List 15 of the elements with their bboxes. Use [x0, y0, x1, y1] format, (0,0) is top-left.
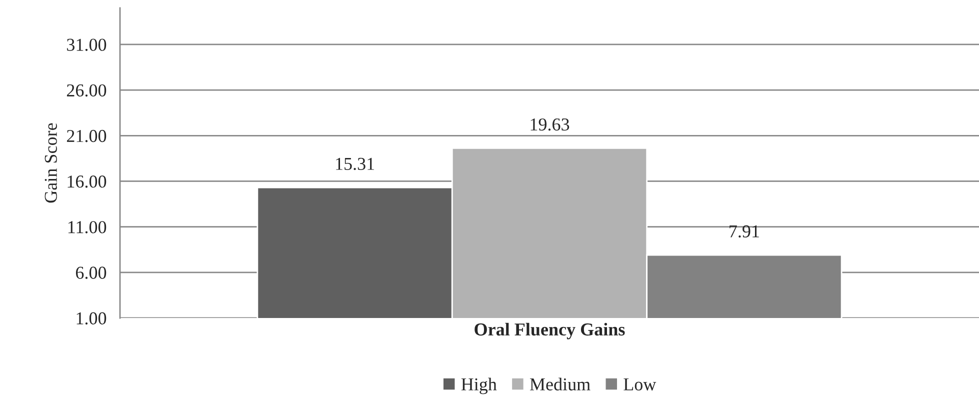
data-label: 7.91 [730, 225, 759, 238]
legend-label: High [461, 378, 497, 394]
y-tick-label: 6.00 [76, 266, 106, 279]
legend-label: Low [624, 378, 656, 390]
data-label: 15.31 [336, 158, 374, 170]
legend-label: Medium [530, 378, 590, 390]
y-tick-label: 11.00 [68, 221, 106, 234]
y-tick-label: 16.00 [68, 175, 106, 188]
y-tick-label: 26.00 [66, 84, 106, 97]
x-tick-label: Oral Fluency Gains [474, 322, 625, 340]
y-axis-title: Gain Score [44, 123, 57, 203]
data-label: 19.63 [530, 118, 570, 131]
y-tick-label: 1.00 [76, 312, 106, 325]
y-tick-label: 31.00 [67, 38, 106, 51]
y-tick-label: 21.00 [66, 130, 106, 142]
